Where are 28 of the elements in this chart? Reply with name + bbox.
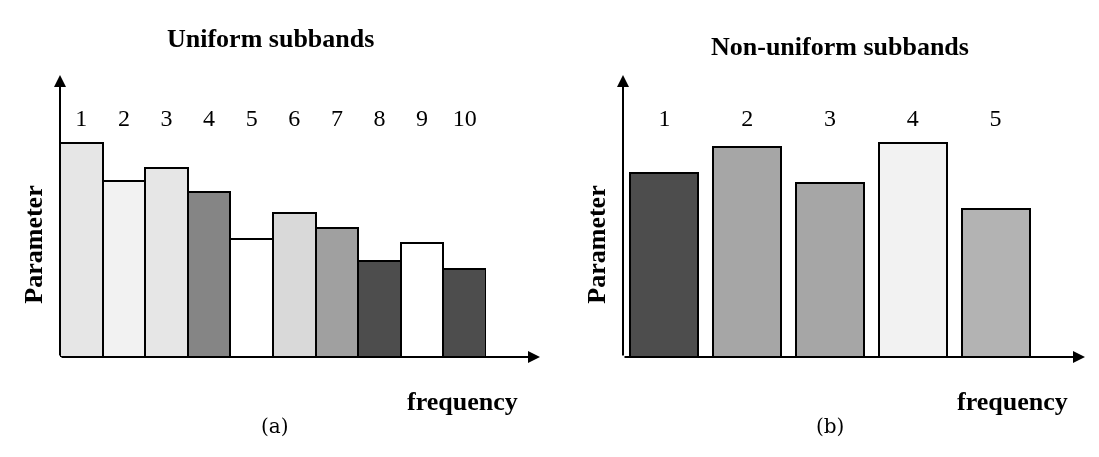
text: (b) [816,414,845,438]
x-tick-label: 7 [330,105,343,132]
chart-title: Non-uniform subbands [711,32,969,61]
x-tick-label: 2 [117,105,130,132]
x-tick-label: 4 [906,105,919,132]
x-tick-label: 9 [416,105,429,132]
x-tick-label: 10 [452,105,477,132]
chart-title: Uniform subbands [167,24,375,53]
x-tick-label: 6 [288,105,301,132]
bar [878,142,948,357]
bar [629,172,699,357]
x-tick-label: 3 [824,105,836,132]
x-axis-title: frequency [407,387,518,416]
x-tick-label: 2 [741,105,754,132]
bar [795,182,865,357]
x-tick-label: 4 [203,105,216,132]
bar [961,208,1031,357]
bar [712,146,782,357]
text: (a) [261,414,289,438]
x-tick-label: 1 [658,105,671,132]
y-axis-title: Parameter [19,185,49,304]
x-tick-label: 5 [989,105,1002,132]
x-axis-title: frequency [957,387,1068,416]
y-axis-title: Parameter [582,185,612,304]
x-tick-label: 1 [75,105,88,132]
x-tick-label: 3 [160,105,173,132]
x-tick-label: 5 [245,105,258,132]
x-tick-label: 8 [373,105,386,132]
